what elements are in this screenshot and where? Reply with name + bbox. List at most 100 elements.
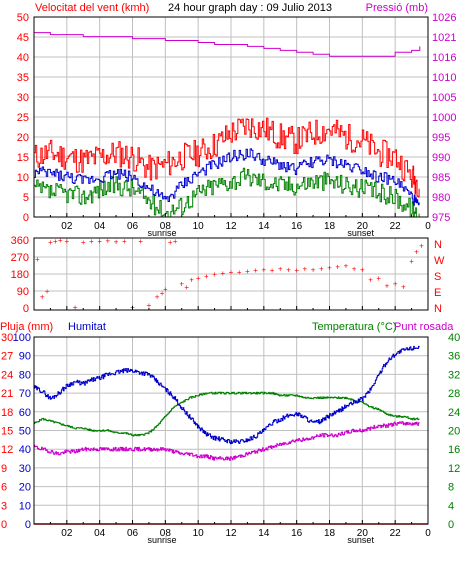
humidity-ytick-label: 50 — [19, 426, 31, 438]
wind-ytick-label: 40 — [17, 52, 29, 64]
wind-ytick-label: 50 — [17, 12, 29, 24]
direction-point: + — [393, 279, 398, 288]
direction-point: + — [189, 276, 194, 285]
compass-label: N — [434, 239, 442, 251]
wind-xtick-label: 12 — [225, 221, 237, 232]
direction-point: + — [220, 269, 225, 278]
pressure-ytick-label: 975 — [432, 212, 450, 224]
direction-point: + — [173, 237, 178, 246]
direction-point: + — [160, 289, 165, 298]
rain-ytick-label: 15 — [1, 426, 13, 438]
compass-label: S — [434, 271, 441, 283]
wind-ytick-label: 10 — [17, 172, 29, 184]
wind-xtick-label: 10 — [193, 221, 205, 232]
temp-xtick-label: 08 — [160, 528, 172, 539]
rain-axis-label: Pluja (mm) — [0, 321, 53, 333]
temp-xtick-label: 06 — [127, 528, 139, 539]
direction-point: + — [419, 242, 424, 251]
temp-xtick-label: 10 — [193, 528, 205, 539]
rain-ytick-label: 18 — [1, 407, 13, 419]
humidity-ytick-label: 90 — [19, 351, 31, 363]
temp-sunset-label: sunset — [347, 535, 374, 545]
wind-panel-series — [34, 32, 421, 218]
direction-point: + — [155, 293, 160, 302]
direction-point: + — [122, 237, 127, 246]
rain-ytick-label: 6 — [1, 482, 7, 494]
gust-line — [34, 117, 420, 198]
wind-panel-grid — [34, 17, 429, 217]
temp-ytick-label: 32 — [448, 369, 460, 381]
temp-panel-ticks: 0 0 0 3 10 4 6 20 8 9 30 12 12 40 16 15 50 20 18 60 24 21 70 28… — [1, 332, 460, 545]
direction-point: + — [64, 237, 69, 246]
humidity-ytick-label: 70 — [19, 388, 31, 400]
direction-point: + — [229, 268, 234, 277]
direction-point: + — [147, 301, 152, 310]
pressure-ytick-label: 980 — [432, 192, 450, 204]
wind-sunrise-label: sunrise — [148, 228, 177, 238]
wind-xtick-label: 08 — [160, 221, 172, 232]
direction-point: + — [344, 262, 349, 271]
header-left-label: Velocitat del vent (kmh) — [35, 2, 149, 14]
compass-label: E — [434, 287, 441, 299]
compass-label: W — [434, 255, 445, 267]
direction-point: + — [40, 293, 45, 302]
direction-point: + — [414, 247, 419, 256]
wind-xtick-label: 04 — [94, 221, 106, 232]
temp-xtick-label: 0 — [425, 528, 431, 539]
direction-point: + — [212, 270, 217, 279]
temp-xtick-label: 04 — [94, 528, 106, 539]
wind-xtick-label: 20 — [357, 221, 369, 232]
rain-ytick-label: 24 — [1, 369, 13, 381]
header-right-label: Pressió (mb) — [366, 2, 428, 14]
temp-xtick-label: 18 — [324, 528, 336, 539]
wind-panel-ticks: 0 5 10 15 20 25 30 35 40 45 50 975 980 985 990 995 1000 1… — [17, 12, 457, 238]
direction-ytick-label: 0 — [23, 303, 29, 315]
wind-sunset-label: sunset — [347, 228, 374, 238]
direction-point: + — [204, 272, 209, 281]
direction-point: + — [286, 265, 291, 274]
temp-ytick-label: 4 — [448, 500, 454, 512]
wind-ytick-label: 30 — [17, 92, 29, 104]
temp-ytick-label: 12 — [448, 463, 460, 475]
temp-ytick-label: 0 — [448, 519, 454, 531]
pressure-ytick-label: 1021 — [432, 32, 456, 44]
direction-point: + — [114, 238, 119, 247]
temp-ytick-label: 28 — [448, 388, 460, 400]
direction-point: + — [278, 264, 283, 273]
direction-point: + — [253, 266, 258, 275]
wind-xtick-label: 18 — [324, 221, 336, 232]
direction-point: + — [89, 237, 94, 246]
temp-sunrise-label: sunrise — [148, 535, 177, 545]
temp-xtick-label: 02 — [61, 528, 73, 539]
temp-ytick-label: 20 — [448, 426, 460, 438]
humidity-ytick-label: 60 — [19, 407, 31, 419]
temp-ytick-label: 8 — [448, 482, 454, 494]
pressure-ytick-label: 1016 — [432, 52, 456, 64]
pressure-ytick-label: 990 — [432, 152, 450, 164]
wind-xtick-label: 06 — [127, 221, 139, 232]
direction-point: + — [81, 238, 86, 247]
direction-point: + — [163, 285, 168, 294]
humidity-ytick-label: 0 — [25, 519, 31, 531]
direction-point: + — [360, 265, 365, 274]
humidity-line — [34, 345, 420, 445]
header-title: 24 hour graph day : 09 Julio 2013 — [168, 2, 332, 14]
temp-ytick-label: 36 — [448, 351, 460, 363]
direction-point: + — [376, 274, 381, 283]
temp-xtick-label: 22 — [390, 528, 402, 539]
humidity-ytick-label: 10 — [19, 500, 31, 512]
wind-ytick-label: 25 — [17, 112, 29, 124]
wind-xtick-label: 0 — [425, 221, 431, 232]
compass-label: N — [434, 303, 442, 315]
temp-ytick-label: 24 — [448, 407, 460, 419]
direction-point: + — [53, 237, 58, 246]
direction-point: + — [179, 279, 184, 288]
direction-point: + — [409, 257, 414, 266]
direction-point: + — [138, 237, 143, 246]
direction-point: + — [184, 283, 189, 292]
temp-xtick-label: 12 — [225, 528, 237, 539]
direction-point: + — [48, 238, 53, 247]
dewpoint-line — [34, 421, 420, 461]
